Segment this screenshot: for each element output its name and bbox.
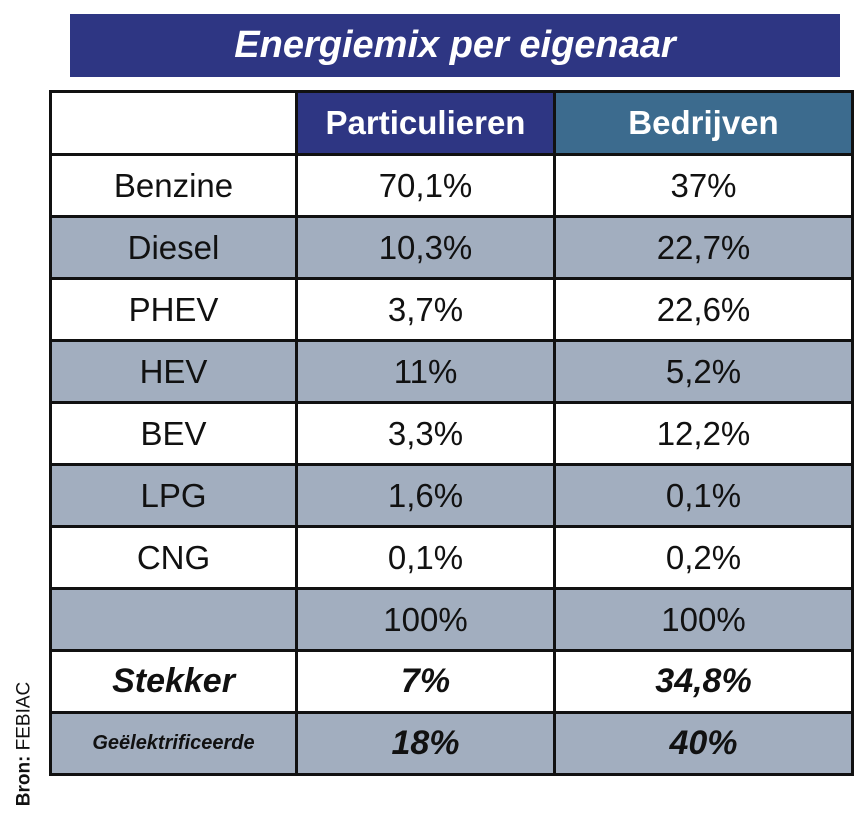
- row-label-cell: LPG: [49, 463, 298, 528]
- particulieren-value-cell: 100%: [295, 587, 556, 652]
- row-label-cell: Geëlektrificeerde: [49, 711, 298, 776]
- chart-title: Energiemix per eigenaar: [70, 14, 840, 77]
- bedrijven-value-cell: 37%: [553, 153, 854, 218]
- table-row: Benzine 70,1% 37%: [49, 153, 854, 218]
- particulieren-value-cell: 1,6%: [295, 463, 556, 528]
- bedrijven-value-cell: 12,2%: [553, 401, 854, 466]
- row-label-cell: Stekker: [49, 649, 298, 714]
- table-row: Diesel 10,3% 22,7%: [49, 215, 854, 280]
- bedrijven-value-cell: 22,7%: [553, 215, 854, 280]
- row-label-cell: BEV: [49, 401, 298, 466]
- table-row: Geëlektrificeerde 18% 40%: [49, 711, 854, 776]
- header-corner-cell: [49, 90, 298, 156]
- particulieren-value-cell: 18%: [295, 711, 556, 776]
- source-label: Bron:: [13, 755, 34, 807]
- table-row: PHEV 3,7% 22,6%: [49, 277, 854, 342]
- header-bedrijven: Bedrijven: [553, 90, 854, 156]
- source-credit: Bron: FEBIAC: [8, 660, 40, 828]
- row-label-cell: PHEV: [49, 277, 298, 342]
- table-row: LPG 1,6% 0,1%: [49, 463, 854, 528]
- row-label-cell: Benzine: [49, 153, 298, 218]
- bedrijven-value-cell: 34,8%: [553, 649, 854, 714]
- bedrijven-value-cell: 100%: [553, 587, 854, 652]
- bedrijven-value-cell: 5,2%: [553, 339, 854, 404]
- table-row: CNG 0,1% 0,2%: [49, 525, 854, 590]
- header-particulieren: Particulieren: [295, 90, 556, 156]
- particulieren-value-cell: 7%: [295, 649, 556, 714]
- particulieren-value-cell: 11%: [295, 339, 556, 404]
- bedrijven-value-cell: 0,1%: [553, 463, 854, 528]
- bedrijven-value-cell: 0,2%: [553, 525, 854, 590]
- header-row: Particulieren Bedrijven: [49, 90, 854, 156]
- bedrijven-value-cell: 22,6%: [553, 277, 854, 342]
- table-row: Stekker 7% 34,8%: [49, 649, 854, 714]
- table-row: HEV 11% 5,2%: [49, 339, 854, 404]
- particulieren-value-cell: 0,1%: [295, 525, 556, 590]
- energy-mix-table: Particulieren Bedrijven Benzine 70,1% 37% D…: [49, 90, 854, 776]
- table-row: 100% 100%: [49, 587, 854, 652]
- particulieren-value-cell: 10,3%: [295, 215, 556, 280]
- particulieren-value-cell: 3,7%: [295, 277, 556, 342]
- particulieren-value-cell: 3,3%: [295, 401, 556, 466]
- bedrijven-value-cell: 40%: [553, 711, 854, 776]
- source-name: FEBIAC: [13, 681, 34, 751]
- row-label-cell: [49, 587, 298, 652]
- particulieren-value-cell: 70,1%: [295, 153, 556, 218]
- row-label-cell: HEV: [49, 339, 298, 404]
- row-label-cell: Diesel: [49, 215, 298, 280]
- row-label-cell: CNG: [49, 525, 298, 590]
- table-row: BEV 3,3% 12,2%: [49, 401, 854, 466]
